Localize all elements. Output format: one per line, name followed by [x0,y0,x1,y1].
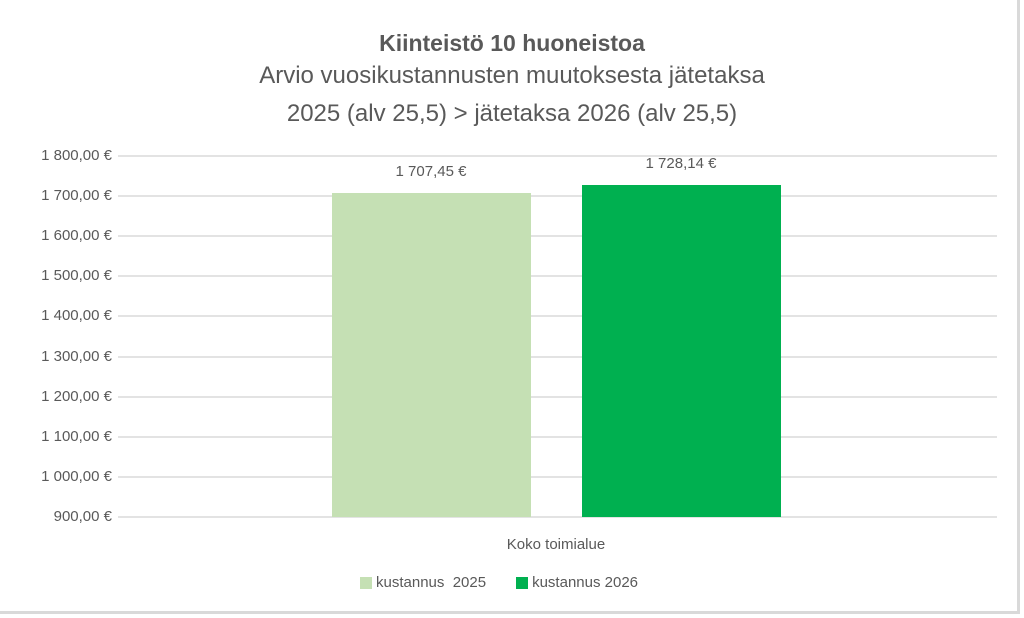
y-tick-label: 1 400,00 € [41,307,112,325]
bar-2025 [332,193,531,517]
gridline [118,275,997,278]
gridline [118,195,997,198]
legend: kustannus 2025 kustannus 2026 [360,574,638,591]
y-tick-label: 1 700,00 € [41,187,112,205]
y-tick-label: 1 000,00 € [41,467,112,485]
data-label: 1 707,45 € [395,163,467,181]
legend-swatch-2026 [516,576,529,589]
chart-subtitle-line1: Arvio vuosikustannusten muutoksesta jäte… [259,62,765,89]
y-tick-label: 1 200,00 € [41,387,112,405]
legend-label-2026: kustannus 2026 [532,574,639,591]
legend-item-2026: kustannus 2026 [516,574,638,591]
bar-2026 [582,184,781,517]
gridline [118,155,997,157]
gridline [118,235,997,238]
y-tick-label: 1 100,00 € [41,427,112,445]
gridline [118,435,997,438]
gridline [118,475,997,478]
chart-subtitle-line2: 2025 (alv 25,5) > jätetaksa 2026 (alv 25… [286,100,738,127]
gridline [118,516,997,518]
y-tick-label: 1 300,00 € [41,347,112,365]
y-tick-label: 1 600,00 € [41,227,112,245]
chart-title: Kiinteistö 10 huoneistoa [379,30,645,56]
gridline [118,395,997,398]
data-label: 1 728,14 € [645,154,717,172]
gridline [118,315,997,318]
y-tick-label: 1 500,00 € [41,267,112,285]
y-tick-label: 1 800,00 € [41,147,112,164]
y-tick-label: 900,00 € [53,508,112,525]
legend-item-2025: kustannus 2025 [360,574,486,591]
x-category-label: Koko toimialue [506,536,606,553]
legend-swatch-2025 [360,576,372,589]
legend-label-2025: kustannus 2025 [376,574,487,591]
gridline [118,355,997,358]
